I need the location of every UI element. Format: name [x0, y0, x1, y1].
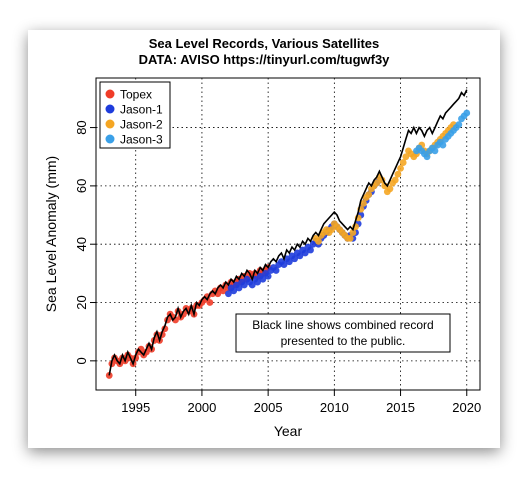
data-point	[399, 159, 407, 166]
data-point	[235, 284, 243, 292]
data-point	[397, 164, 404, 172]
annotation-line-1: Black line shows combined record	[252, 318, 433, 332]
series-combined-record	[108, 89, 468, 376]
annotation-box: Black line shows combined record present…	[235, 313, 451, 353]
y-tick-label: 60	[74, 179, 89, 193]
data-point	[349, 229, 357, 236]
data-point	[296, 252, 304, 260]
data-point	[307, 246, 314, 254]
series-jason-3	[413, 109, 471, 161]
plot-series	[105, 89, 471, 379]
data-point	[248, 281, 256, 289]
data-point	[285, 258, 293, 266]
data-point	[254, 278, 261, 286]
data-point	[455, 121, 463, 129]
x-tick-label: 2010	[320, 400, 349, 415]
data-point	[423, 153, 431, 161]
data-point	[206, 299, 214, 306]
legend-label: Topex	[120, 88, 152, 102]
data-point	[272, 267, 280, 274]
y-tick-label: 20	[74, 295, 89, 309]
data-point	[301, 249, 309, 257]
data-point	[391, 176, 399, 184]
x-tick-label: 2020	[452, 400, 481, 415]
data-point	[264, 272, 272, 280]
x-tick-label: 1995	[121, 400, 150, 415]
y-axis: 0 20 40 60 80	[74, 120, 96, 364]
legend-label: Jason-1	[120, 103, 163, 117]
data-point	[225, 290, 232, 298]
x-tick-label: 2005	[254, 400, 283, 415]
data-point	[360, 199, 367, 207]
y-axis-label: Sea Level Anomaly (mm)	[43, 156, 59, 312]
y-tick-label: 0	[74, 357, 89, 364]
y-tick-label: 80	[74, 120, 89, 134]
data-point	[373, 179, 381, 187]
data-point	[431, 147, 439, 155]
annotation-frame	[235, 313, 451, 353]
x-axis: 1995 2000 2005 2010 2015 2020	[121, 390, 481, 415]
legend-marker	[105, 119, 115, 129]
legend-label: Jason-3	[120, 133, 163, 147]
data-point	[315, 237, 322, 245]
y-tick-label: 40	[74, 237, 89, 251]
chart-card: Sea Level Records, Various Satellites DA…	[28, 30, 500, 448]
data-point	[240, 281, 248, 289]
data-point	[328, 226, 336, 234]
x-axis-label: Year	[274, 423, 303, 439]
legend-marker	[105, 134, 115, 144]
chart-title: Sea Level Records, Various Satellites	[149, 36, 380, 51]
data-point	[394, 170, 402, 178]
legend-marker	[105, 89, 115, 99]
data-point	[346, 234, 354, 242]
combined-record-line	[108, 89, 468, 376]
data-point	[439, 141, 447, 149]
data-point	[291, 255, 299, 263]
data-point	[386, 185, 394, 193]
grid-lines	[96, 78, 480, 390]
legend-marker	[105, 104, 115, 114]
legend-label: Jason-2	[120, 118, 163, 132]
data-point	[463, 109, 471, 117]
chart-subtitle: DATA: AVISO https://tinyurl.com/tugwf3y	[139, 52, 391, 67]
data-point	[280, 261, 288, 269]
data-point	[365, 191, 373, 199]
data-point	[230, 287, 238, 295]
data-point	[219, 287, 227, 295]
data-point	[259, 275, 267, 283]
series-jason-1	[225, 176, 383, 298]
annotation-line-2: presented to the public.	[281, 334, 406, 348]
x-tick-label: 2015	[386, 400, 415, 415]
sea-level-chart: Sea Level Records, Various Satellites DA…	[43, 36, 481, 439]
data-point	[402, 153, 410, 161]
plot-frame	[95, 77, 481, 391]
x-tick-label: 2000	[187, 400, 216, 415]
data-point	[105, 372, 113, 379]
